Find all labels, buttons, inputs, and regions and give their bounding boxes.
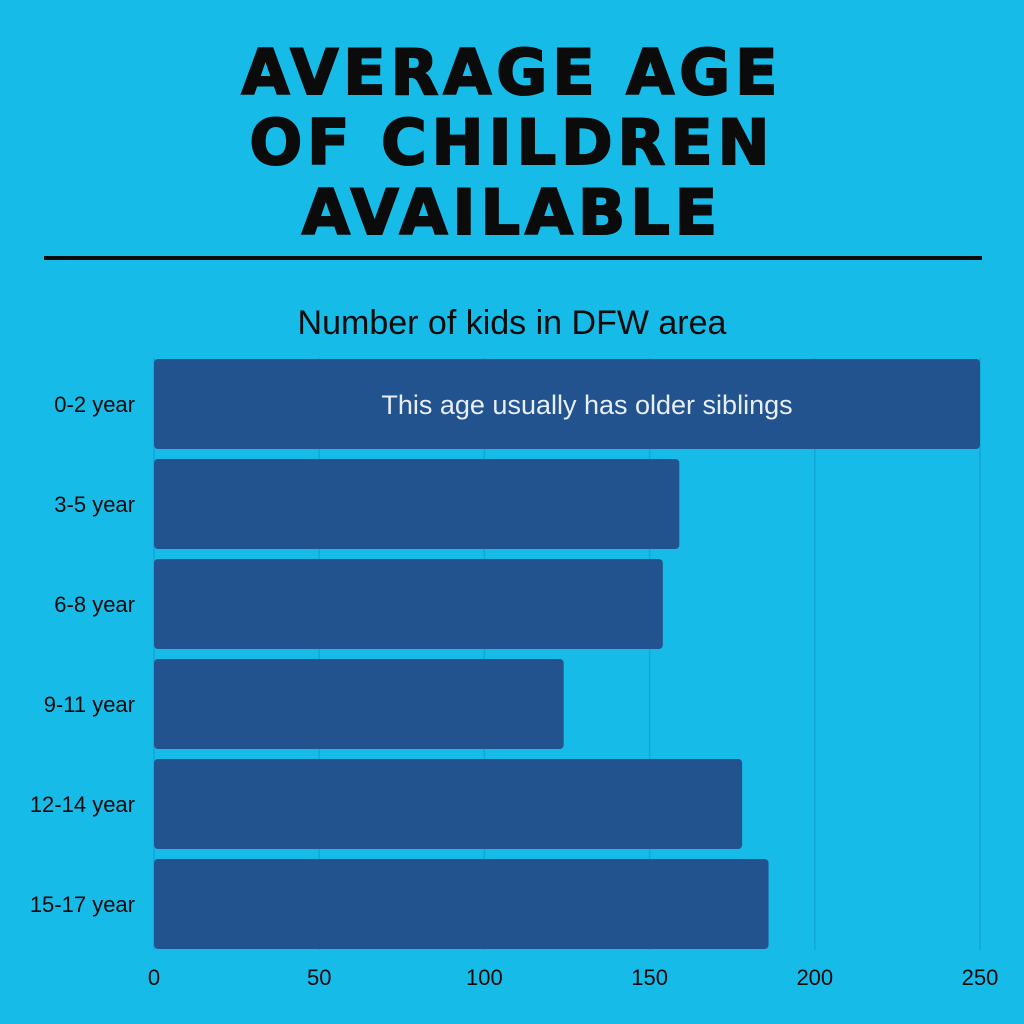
annotations: This age usually has older siblings [381, 390, 792, 420]
bar-annotation: This age usually has older siblings [381, 390, 792, 420]
headline-line-3: AVAILABLE [301, 176, 723, 249]
category-labels: 0-2 year 3-5 year 6-8 year 9-11 year 12-14 y… [30, 392, 135, 917]
bar [154, 659, 564, 749]
x-tick-label: 50 [307, 965, 331, 990]
x-tick-label: 200 [796, 965, 833, 990]
x-tick-label: 150 [631, 965, 668, 990]
bar [154, 459, 680, 549]
gridlines [153, 358, 981, 950]
bar [154, 359, 980, 449]
x-tick-label: 100 [466, 965, 503, 990]
bar [154, 559, 663, 649]
x-tick-labels: 0 50 100 150 200 250 [148, 965, 998, 990]
chart-title: Number of kids in DFW area [298, 304, 727, 342]
headline-divider [44, 256, 982, 260]
headline-line-2: OF CHILDREN [248, 106, 775, 179]
category-label: 0-2 year [54, 392, 135, 417]
headline-line-1: AVERAGE AGE [241, 36, 783, 109]
infographic-headline: AVERAGE AGE OF CHILDREN AVAILABLE [0, 36, 1024, 249]
category-label: 3-5 year [54, 492, 135, 517]
bar [154, 759, 743, 849]
category-label: 15-17 year [30, 892, 135, 917]
x-tick-label: 0 [148, 965, 160, 990]
category-label: 6-8 year [54, 592, 135, 617]
category-label: 9-11 year [44, 692, 135, 717]
x-tick-label: 250 [962, 965, 999, 990]
bar [154, 859, 769, 949]
category-label: 12-14 year [30, 792, 135, 817]
bars [154, 359, 980, 949]
